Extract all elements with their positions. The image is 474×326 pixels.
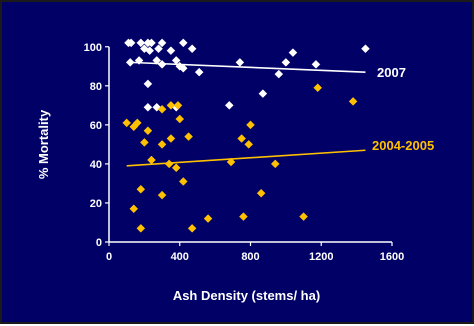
data-point-2004-2005 [270,159,280,169]
data-point-2007 [166,46,176,56]
data-point-2007 [194,67,204,77]
data-point-2004-2005 [184,132,193,141]
data-point-2004-2005 [175,114,185,124]
data-point-2004-2005 [171,163,181,173]
data-point-2004-2005 [178,177,188,186]
data-point-2004-2005 [239,212,248,221]
y-tick-label: 40 [90,159,102,171]
data-point-2007 [311,59,321,69]
data-point-2004-2005 [313,83,323,93]
trendline-2007 [130,61,366,73]
data-point-2004-2005 [157,104,167,114]
data-point-2007 [178,63,188,73]
series-label-2007: 2007 [377,65,406,80]
data-point-2007 [235,58,245,67]
data-point-2004-2005 [147,155,156,165]
data-point-2007 [147,38,156,48]
data-point-2004-2005 [136,223,146,233]
data-point-2004-2005 [348,97,358,106]
y-tick-label: 80 [90,81,102,93]
series-label-2004-2005: 2004-2005 [372,138,434,153]
data-points [122,38,370,233]
data-point-2007 [125,58,135,67]
x-axis-title: Ash Density (stems/ ha) [173,288,320,303]
data-point-2007 [178,38,188,48]
data-point-2007 [361,44,370,54]
chart-axes: 0 20 40 60 80 100 0 400 800 1200 1600 Ash Density (… [36,42,404,303]
data-point-2004-2005 [173,100,183,110]
data-point-2004-2005 [129,204,139,214]
data-point-2007 [171,56,181,65]
data-point-2004-2005 [164,159,174,169]
data-point-2007 [258,89,268,98]
data-point-2007 [152,56,162,65]
x-tick-label: 1200 [309,251,333,263]
y-tick-label: 0 [96,237,102,249]
data-point-2004-2005 [299,212,308,221]
y-tick-label: 60 [90,120,102,132]
y-axis-title: % Mortality [36,109,51,179]
x-tick-label: 1600 [380,251,404,263]
data-point-2004-2005 [166,100,176,110]
data-point-2004-2005 [136,184,146,194]
data-point-2007 [274,69,284,79]
x-tick-label: 800 [241,251,259,263]
data-point-2007 [143,79,153,89]
data-point-2007 [154,44,163,54]
y-tick-label: 100 [84,42,102,54]
trendlines [126,61,366,167]
data-point-2004-2005 [122,118,132,128]
data-point-2007 [136,38,146,48]
data-point-2004-2005 [237,134,247,143]
trendline-2004-2005 [126,149,366,167]
data-point-2007 [157,59,167,69]
data-point-2004-2005 [157,190,167,200]
data-point-2007 [288,48,298,57]
data-point-2007 [126,38,136,48]
data-point-2004-2005 [140,138,149,147]
chart-labels: 2007 2004-2005 [372,65,434,153]
data-point-2004-2005 [256,188,266,198]
data-point-2004-2005 [132,118,142,128]
data-point-2004-2005 [203,214,213,223]
data-point-2007 [143,102,153,112]
data-point-2007 [145,46,155,56]
data-point-2004-2005 [166,134,176,143]
data-point-2007 [224,100,234,110]
data-point-2007 [187,44,197,54]
x-tick-label: 400 [171,251,189,263]
data-point-2004-2005 [187,223,197,233]
data-point-2007 [134,56,144,65]
x-tick-label: 0 [106,251,112,263]
data-point-2004-2005 [244,140,254,149]
data-point-2004-2005 [157,140,167,149]
y-tick-label: 20 [90,198,102,210]
data-point-2007 [157,38,167,48]
data-point-2007 [281,58,291,67]
data-point-2004-2005 [143,126,153,136]
data-point-2004-2005 [226,157,236,167]
data-point-2004-2005 [246,120,255,130]
